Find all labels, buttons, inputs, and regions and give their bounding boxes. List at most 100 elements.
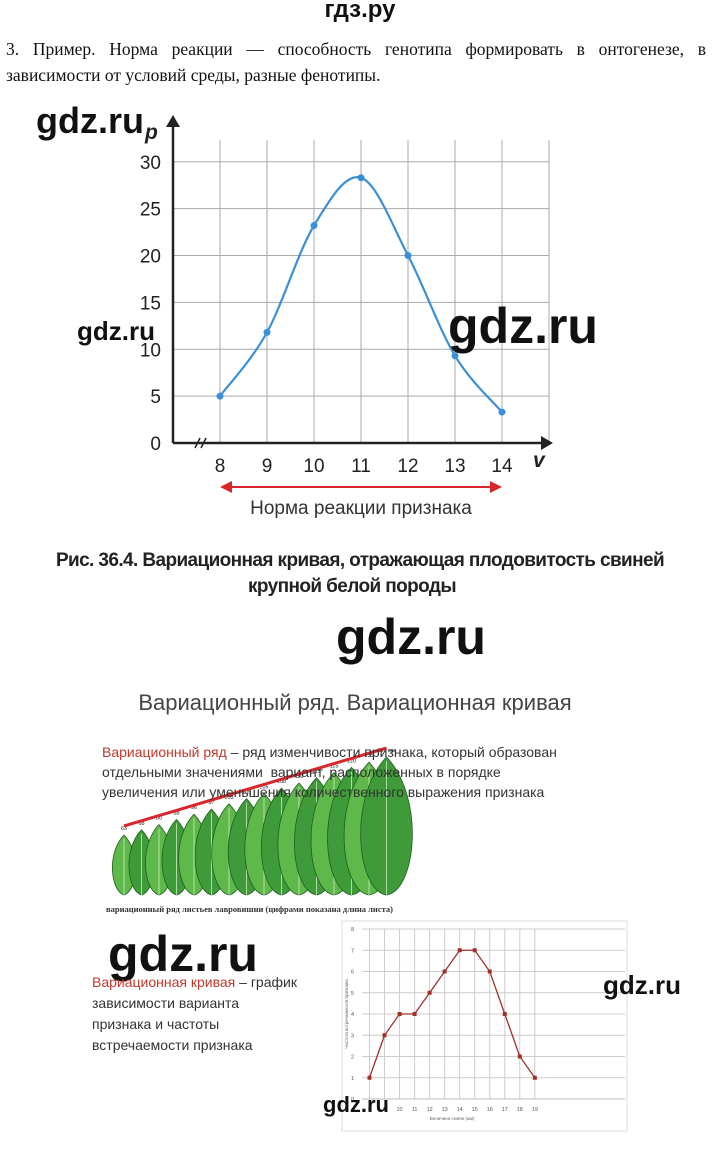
y-tick-label: 0 (351, 1097, 354, 1103)
y-tick-label: 30 (140, 153, 161, 174)
leaf-label: 68 (138, 821, 144, 827)
data-point (442, 969, 447, 974)
data-point (382, 1033, 387, 1038)
watermark: gdz.ru (36, 100, 144, 141)
data-point (487, 969, 492, 974)
x-tick-label: 12 (397, 456, 418, 477)
x-tick-label: 10 (397, 1107, 403, 1113)
x-tick-label: 18 (517, 1107, 523, 1113)
slide-title: Вариационный ряд. Вариационная кривая (138, 690, 572, 715)
y-tick-label: 2 (351, 1055, 354, 1061)
figure-caption: крупной белой породы (248, 576, 457, 597)
data-point (457, 948, 462, 953)
data-point (517, 1054, 522, 1059)
x-tick-label: 10 (303, 456, 324, 477)
x-tick-label: 8 (368, 1107, 371, 1113)
x-tick-label: 19 (532, 1107, 538, 1113)
data-point (404, 252, 412, 259)
x-tick-label: 9 (262, 456, 273, 477)
definition: Вариационный ряд – ряд изменчивости приз… (102, 742, 557, 802)
data-point (357, 174, 365, 182)
data-point (472, 948, 477, 953)
x-tick-label: 13 (444, 456, 465, 477)
y-tick-label: 7 (351, 948, 354, 954)
data-point (451, 352, 459, 360)
data-point (367, 1075, 372, 1080)
leaf-trend-line (123, 746, 387, 828)
y-tick-label: 1 (351, 1076, 354, 1082)
header: гдз.ру (324, 0, 396, 23)
leaf-label: 135 (364, 753, 373, 759)
watermark: gdz.ru (323, 1092, 389, 1117)
y-tick-label: 6 (351, 970, 354, 976)
leaf-label: 110 (295, 774, 304, 780)
definition: Вариационная кривая – график зависимости… (92, 972, 297, 1056)
series-line (368, 949, 536, 1079)
x-tick-label: 14 (457, 1107, 463, 1113)
watermark: gdz.ru (448, 298, 598, 354)
definition-text: зависимости варианта (92, 995, 240, 1011)
data-point (502, 1012, 507, 1016)
x-axis-label: v (533, 449, 546, 472)
x-tick-label: 8 (215, 456, 226, 477)
leaf-label: 103 (224, 795, 233, 801)
x-axis-arrow (541, 436, 553, 450)
y-tick-label: 5 (351, 991, 354, 997)
leaf-row: 63 68 80 88 96 97 103 105 105 108 110 115 115 120 135 1… (112, 746, 413, 896)
leaf-label: 80 (156, 816, 162, 822)
x-tick-label: 14 (491, 456, 513, 477)
y-tick-label: 15 (140, 293, 161, 314)
y-tick-label: 0 (150, 434, 161, 455)
leaf-label: 97 (208, 800, 214, 806)
definition-text: увеличения или уменьшения количественног… (102, 784, 545, 800)
watermark: gdz.ru (108, 926, 258, 982)
data-point (532, 1075, 537, 1080)
data-point (310, 222, 318, 229)
y-axis-label: p (144, 121, 158, 144)
paragraph: 3. Пример. Норма реакции — способность г… (6, 39, 706, 85)
leaf-label: 96 (191, 805, 197, 811)
y-tick-label: 3 (351, 1033, 354, 1039)
y-tick-label: 25 (140, 200, 161, 221)
y-axis-label: Частота встречаемости признака (344, 979, 349, 1049)
x-axis-label: Величина семян (мм) (430, 1116, 475, 1121)
data-point (216, 392, 224, 400)
watermark: gdz.ru (77, 316, 155, 346)
x-tick-label: 15 (472, 1107, 478, 1113)
x-tick-label: 11 (351, 456, 371, 477)
chart: 0 5 10 15 20 25 30 8 9 10 11 12 13 14 p v Норма реакции … (140, 115, 553, 519)
definition-text: отдельными значениями вариант, расположе… (102, 764, 501, 780)
definition-text: признака и частоты (92, 1016, 220, 1032)
watermark: gdz.ru (336, 609, 486, 665)
y-tick-label: 20 (140, 247, 161, 268)
term: Вариационный ряд (102, 744, 227, 760)
figure-caption: Рис. 36.4. Вариационная кривая, отражающ… (55, 550, 665, 571)
leaf-label: 120 (347, 758, 356, 764)
definition-text: встречаемости признака (92, 1037, 253, 1053)
x-tick-label: 16 (487, 1107, 493, 1113)
leaf-label: 88 (173, 810, 179, 816)
leaf-label: 137 мм (377, 748, 395, 754)
x-tick-label: 17 (502, 1107, 508, 1113)
y-axis-arrow (166, 115, 180, 127)
data-point (498, 408, 506, 416)
chart-frame (341, 920, 628, 1132)
leaf-caption: вариационный ряд листьев лавровишни (циф… (106, 904, 393, 914)
y-tick-label: 8 (351, 927, 354, 933)
x-tick-label: 11 (412, 1107, 418, 1113)
data-point (263, 328, 271, 336)
x-tick-label: 12 (427, 1107, 433, 1113)
watermark: gdz.ru (603, 970, 681, 1000)
definition-text: – ряд изменчивости признака, который обр… (226, 744, 557, 760)
x-tick-label: 9 (383, 1107, 386, 1113)
y-tick-label: 4 (351, 1012, 354, 1018)
leaf-label: 108 (277, 779, 286, 785)
range-label: Норма реакции признака (250, 498, 472, 519)
term: Вариационная кривая (92, 974, 236, 990)
x-tick-label: 13 (442, 1107, 448, 1113)
data-point (397, 1012, 402, 1016)
leaf-label: 115 (312, 769, 321, 775)
y-tick-label: 10 (140, 340, 161, 361)
